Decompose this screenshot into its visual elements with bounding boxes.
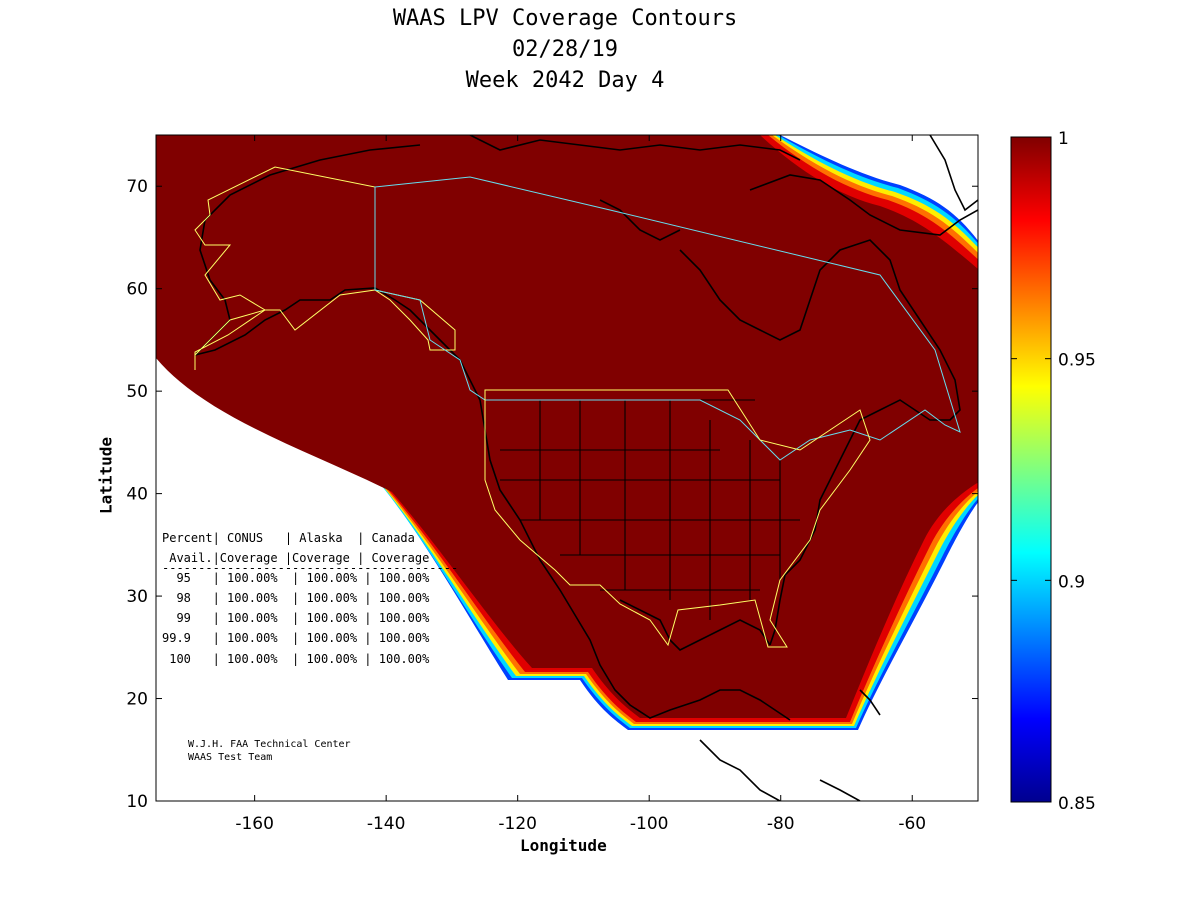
- plot-frame: [155, 134, 979, 802]
- map-area: [156, 135, 978, 801]
- x-axis-label: Longitude: [520, 836, 607, 855]
- y-tick-label: 50: [126, 382, 148, 402]
- table-header-1: Percent| CONUS | Alaska | Canada: [162, 531, 415, 545]
- table-row: 98 | 100.00% | 100.00% | 100.00%: [162, 591, 430, 605]
- y-tick-label: 40: [126, 485, 148, 505]
- canada-boundary: [374, 176, 961, 461]
- credit-line-2: WAAS Test Team: [188, 752, 272, 763]
- x-tick-label: -140: [367, 814, 406, 834]
- x-tick-label: -120: [498, 814, 537, 834]
- x-axis-ticks: -160 -140 -120 -100 -80 -60: [235, 135, 926, 834]
- x-tick-label: -80: [767, 814, 795, 834]
- conus-boundary: [484, 389, 871, 648]
- y-tick-label: 20: [126, 690, 148, 710]
- colorbar-tick-label: 1: [1058, 129, 1069, 149]
- y-tick-label: 10: [126, 792, 148, 812]
- colorbar-ticks: 1 0.95 0.9 0.85: [1011, 129, 1096, 814]
- x-tick-label: -160: [235, 814, 274, 834]
- colorbar: [1010, 136, 1052, 803]
- y-axis-ticks: 10 20 30 40 50 60 70: [126, 177, 978, 812]
- alaska-boundary: [194, 166, 456, 370]
- table-header-2: Avail.|Coverage |Coverage | Coverage: [162, 551, 429, 565]
- coverage-table: Percent| CONUS | Alaska | Canada Avail.|…: [162, 531, 458, 666]
- x-tick-label: -60: [898, 814, 926, 834]
- y-tick-label: 60: [126, 280, 148, 300]
- coverage-full: [156, 135, 978, 718]
- state-borders: [485, 399, 800, 620]
- chart-week-day: Week 2042 Day 4: [465, 68, 665, 93]
- y-tick-label: 30: [126, 587, 148, 607]
- table-rule: ----------------------------------------…: [162, 561, 458, 575]
- colorbar-tick-label: 0.9: [1058, 572, 1085, 592]
- table-row: 95 | 100.00% | 100.00% | 100.00%: [162, 571, 430, 585]
- colorbar-tick-label: 0.95: [1058, 351, 1096, 371]
- credit-line-1: W.J.H. FAA Technical Center: [188, 739, 351, 750]
- y-tick-label: 70: [126, 177, 148, 197]
- x-tick-label: -100: [630, 814, 669, 834]
- table-row: 100 | 100.00% | 100.00% | 100.00%: [162, 652, 430, 666]
- colorbar-tick-label: 0.85: [1058, 794, 1096, 814]
- table-row: 99 | 100.00% | 100.00% | 100.00%: [162, 611, 430, 625]
- chart-title: WAAS LPV Coverage Contours: [392, 6, 738, 31]
- y-axis-label: Latitude: [96, 436, 116, 515]
- table-row: 99.9 | 100.00% | 100.00% | 100.00%: [162, 631, 430, 645]
- chart-date: 02/28/19: [512, 37, 618, 62]
